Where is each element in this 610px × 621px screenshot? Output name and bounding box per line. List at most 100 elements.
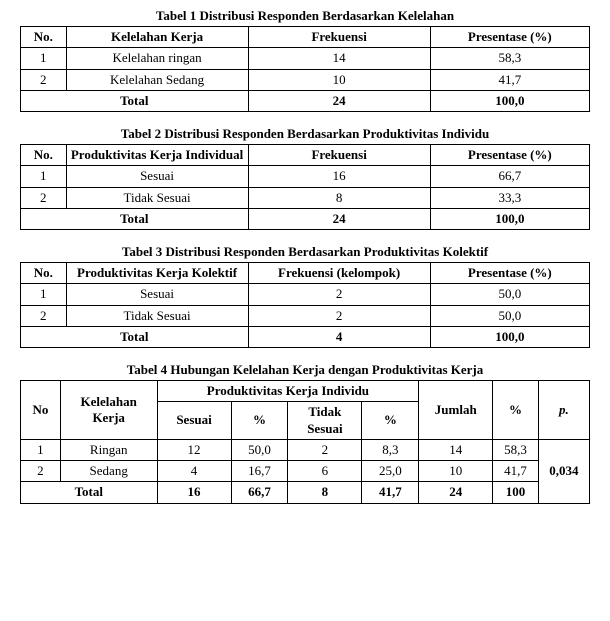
cell: 24: [248, 90, 430, 111]
cell: 8: [248, 187, 430, 208]
cell: 12: [157, 439, 231, 460]
cell: 2: [21, 69, 67, 90]
table4: No Kelelahan Kerja Produktivitas Kerja I…: [20, 380, 590, 504]
cell: 50,0: [430, 305, 589, 326]
col-header: Produktivitas Kerja Individual: [66, 145, 248, 166]
table4-caption: Tabel 4 Hubungan Kelelahan Kerja dengan …: [20, 362, 590, 378]
cell: 16: [248, 166, 430, 187]
cell: 10: [419, 461, 493, 482]
table3-header-row: No. Produktivitas Kerja Kolektif Frekuen…: [21, 263, 590, 284]
col-header: No.: [21, 145, 67, 166]
cell: Tidak Sesuai: [66, 187, 248, 208]
p-value-cell: 0,034: [538, 439, 589, 503]
table-row: 2 Sedang 4 16,7 6 25,0 10 41,7: [21, 461, 590, 482]
col-header: Presentase (%): [430, 27, 589, 48]
col-subheader: Tidak Sesuai: [288, 402, 362, 440]
cell: Sesuai: [66, 284, 248, 305]
col-header: No.: [21, 263, 67, 284]
cell: 100: [493, 482, 539, 503]
cell: 100,0: [430, 90, 589, 111]
cell: 2: [21, 305, 67, 326]
cell: 58,3: [430, 48, 589, 69]
cell: 24: [419, 482, 493, 503]
cell: 14: [419, 439, 493, 460]
cell: 16,7: [231, 461, 288, 482]
table-row: 2 Tidak Sesuai 8 33,3: [21, 187, 590, 208]
table-row: 2 Tidak Sesuai 2 50,0: [21, 305, 590, 326]
col-header: Kelelahan Kerja: [66, 27, 248, 48]
col-header: Frekuensi: [248, 145, 430, 166]
cell: 8,3: [362, 439, 419, 460]
col-header: No.: [21, 27, 67, 48]
table1: No. Kelelahan Kerja Frekuensi Presentase…: [20, 26, 590, 112]
cell: 2: [248, 305, 430, 326]
col-header: Presentase (%): [430, 145, 589, 166]
cell: 4: [248, 326, 430, 347]
cell: 1: [21, 166, 67, 187]
col-subheader: %: [231, 402, 288, 440]
col-subheader: Sesuai: [157, 402, 231, 440]
table2-header-row: No. Produktivitas Kerja Individual Freku…: [21, 145, 590, 166]
cell: 1: [21, 48, 67, 69]
cell: 66,7: [231, 482, 288, 503]
col-header-group: Produktivitas Kerja Individu: [157, 381, 419, 402]
cell: 1: [21, 439, 61, 460]
cell: 41,7: [493, 461, 539, 482]
table-total-row: Total 24 100,0: [21, 208, 590, 229]
cell-total-label: Total: [21, 208, 249, 229]
col-header-no: No: [21, 381, 61, 440]
table-total-row: Total 4 100,0: [21, 326, 590, 347]
col-header-p: p.: [538, 381, 589, 440]
table-row: 1 Sesuai 16 66,7: [21, 166, 590, 187]
cell: Sedang: [60, 461, 157, 482]
table1-header-row: No. Kelelahan Kerja Frekuensi Presentase…: [21, 27, 590, 48]
table3: No. Produktivitas Kerja Kolektif Frekuen…: [20, 262, 590, 348]
cell-total-label: Total: [21, 326, 249, 347]
cell: 100,0: [430, 208, 589, 229]
cell: 33,3: [430, 187, 589, 208]
table3-caption: Tabel 3 Distribusi Responden Berdasarkan…: [20, 244, 590, 260]
col-subheader: %: [362, 402, 419, 440]
cell: Sesuai: [66, 166, 248, 187]
col-header-pct: %: [493, 381, 539, 440]
cell: 41,7: [430, 69, 589, 90]
col-header: Presentase (%): [430, 263, 589, 284]
cell: 58,3: [493, 439, 539, 460]
col-header: Frekuensi (kelompok): [248, 263, 430, 284]
cell: 24: [248, 208, 430, 229]
table-row: 2 Kelelahan Sedang 10 41,7: [21, 69, 590, 90]
cell: 6: [288, 461, 362, 482]
cell: Kelelahan ringan: [66, 48, 248, 69]
cell: 4: [157, 461, 231, 482]
col-header: Produktivitas Kerja Kolektif: [66, 263, 248, 284]
cell: 25,0: [362, 461, 419, 482]
col-header-kelelahan: Kelelahan Kerja: [60, 381, 157, 440]
cell: 2: [21, 461, 61, 482]
cell-total-label: Total: [21, 482, 158, 503]
cell-total-label: Total: [21, 90, 249, 111]
table4-header-row-1: No Kelelahan Kerja Produktivitas Kerja I…: [21, 381, 590, 402]
cell: 16: [157, 482, 231, 503]
table-total-row: Total 16 66,7 8 41,7 24 100: [21, 482, 590, 503]
cell: 2: [21, 187, 67, 208]
table2: No. Produktivitas Kerja Individual Freku…: [20, 144, 590, 230]
table-row: 1 Kelelahan ringan 14 58,3: [21, 48, 590, 69]
table2-caption: Tabel 2 Distribusi Responden Berdasarkan…: [20, 126, 590, 142]
cell: Kelelahan Sedang: [66, 69, 248, 90]
cell: 100,0: [430, 326, 589, 347]
col-header-jumlah: Jumlah: [419, 381, 493, 440]
cell: 2: [288, 439, 362, 460]
cell: Ringan: [60, 439, 157, 460]
table-row: 1 Ringan 12 50,0 2 8,3 14 58,3 0,034: [21, 439, 590, 460]
table-row: 1 Sesuai 2 50,0: [21, 284, 590, 305]
cell: 10: [248, 69, 430, 90]
cell: 41,7: [362, 482, 419, 503]
col-header: Frekuensi: [248, 27, 430, 48]
table-total-row: Total 24 100,0: [21, 90, 590, 111]
cell: Tidak Sesuai: [66, 305, 248, 326]
cell: 14: [248, 48, 430, 69]
cell: 50,0: [231, 439, 288, 460]
table1-caption: Tabel 1 Distribusi Responden Berdasarkan…: [20, 8, 590, 24]
cell: 2: [248, 284, 430, 305]
cell: 1: [21, 284, 67, 305]
